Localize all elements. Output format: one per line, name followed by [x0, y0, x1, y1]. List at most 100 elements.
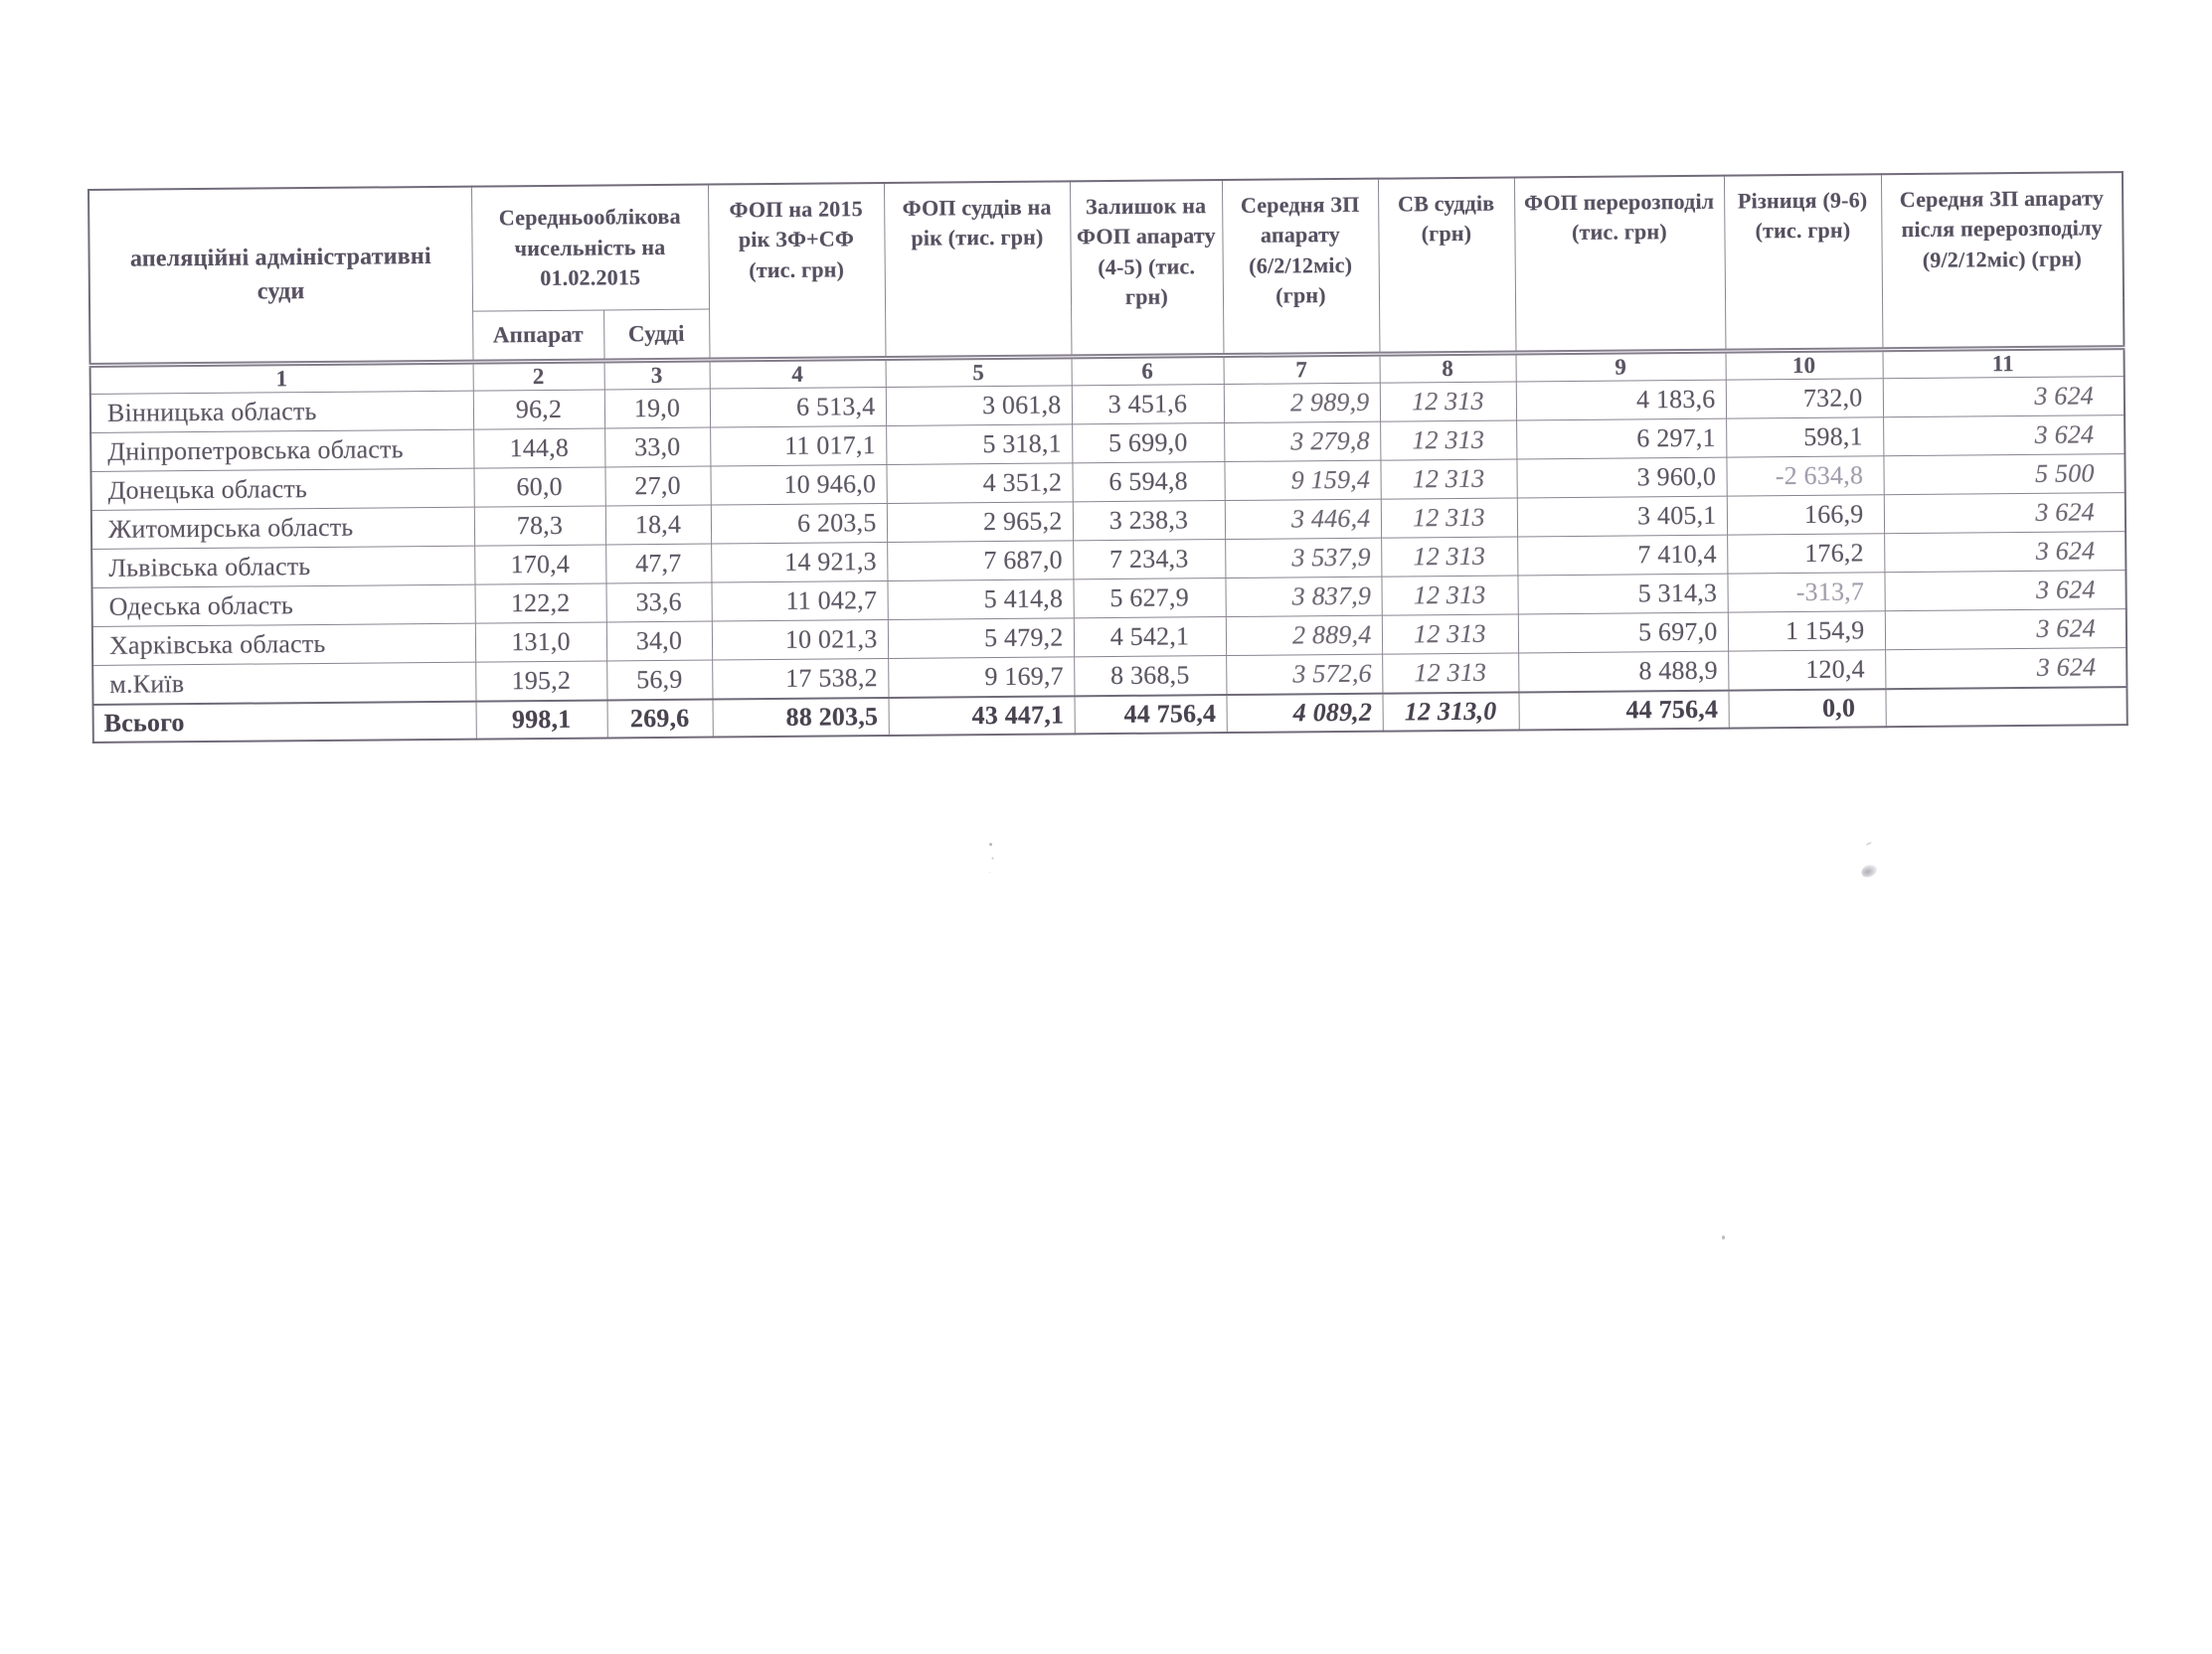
header-courts: апеляційні адміністративні суди [88, 186, 473, 366]
court-name-cell: м.Київ [92, 662, 476, 705]
total-value-cell: 12 313,0 [1382, 692, 1519, 732]
value-cell: 7 410,4 [1517, 535, 1728, 576]
value-cell: 5 699,0 [1072, 422, 1225, 463]
value-cell: 7 234,3 [1073, 539, 1226, 579]
court-name-cell: Донецька область [90, 468, 474, 511]
value-cell: 5 500 [1883, 453, 2126, 495]
value-cell: 195,2 [475, 660, 607, 702]
value-cell: 3 238,3 [1072, 500, 1226, 541]
header-fop-2015: ФОП на 2015 рік ЗФ+СФ (тис. грн) [707, 183, 886, 361]
column-number: 11 [1882, 347, 2125, 379]
value-cell: 9 159,4 [1224, 460, 1381, 501]
value-cell: 3 837,9 [1225, 577, 1382, 617]
value-cell: 12 313 [1381, 575, 1518, 616]
value-cell: 12 313 [1381, 613, 1519, 655]
value-cell: 9 169,7 [888, 656, 1075, 698]
total-value-cell: 43 447,1 [888, 696, 1075, 736]
header-fop-redistribution: ФОП перерозподіл (тис. грн) [1513, 175, 1726, 353]
column-number: 10 [1725, 349, 1883, 381]
value-cell: 8 488,9 [1518, 651, 1729, 693]
value-cell: 12 313 [1382, 652, 1519, 694]
value-cell: 78,3 [473, 505, 606, 547]
value-cell: 3 061,8 [885, 385, 1073, 426]
total-value-cell: 88 203,5 [712, 697, 889, 738]
value-cell: 3 624 [1885, 647, 2127, 690]
header-headcount-group: Середньооблікова чисельність на 01.02.20… [470, 184, 710, 312]
value-cell: 5 414,8 [887, 579, 1074, 620]
value-cell: 5 318,1 [886, 423, 1073, 465]
value-cell: 176,2 [1727, 533, 1885, 575]
scan-artifact [1722, 1236, 1725, 1240]
value-cell: 5 479,2 [887, 617, 1075, 659]
value-cell: 170,4 [474, 544, 606, 585]
total-value-cell: 0,0 [1728, 689, 1886, 729]
value-cell: 3 405,1 [1516, 496, 1728, 537]
value-cell: 6 203,5 [710, 503, 888, 545]
header-row-1: апеляційні адміністративні суди Середньо… [88, 172, 2125, 366]
total-value-cell: 44 756,4 [1074, 695, 1227, 735]
value-cell: 166,9 [1726, 494, 1885, 536]
value-cell: 10 021,3 [711, 619, 889, 661]
total-value-cell: 4 089,2 [1226, 693, 1383, 734]
court-name-cell: Харківська область [91, 623, 476, 666]
column-number: 7 [1223, 354, 1380, 385]
value-cell: 3 624 [1883, 414, 2126, 456]
value-cell: 27,0 [604, 466, 711, 506]
value-cell: 12 313 [1380, 419, 1517, 461]
value-cell: 732,0 [1725, 378, 1884, 419]
value-cell: 12 313 [1381, 536, 1518, 578]
value-cell: 3 624 [1882, 376, 2126, 417]
value-cell: 10 946,0 [710, 464, 887, 506]
value-cell: 3 451,6 [1071, 384, 1225, 424]
value-cell: 4 183,6 [1515, 380, 1727, 420]
value-cell: 6 513,4 [709, 387, 887, 428]
scanned-table-wrap: апеляційні адміністративні суди Середньо… [87, 171, 2128, 744]
value-cell: 3 537,9 [1225, 538, 1382, 579]
value-cell: 1 154,9 [1727, 610, 1886, 652]
value-cell: 5 627,9 [1073, 578, 1226, 618]
value-cell: 34,0 [605, 621, 713, 661]
value-cell: 56,9 [606, 660, 713, 701]
value-cell: 14 921,3 [711, 542, 888, 583]
column-number: 8 [1379, 352, 1516, 384]
value-cell: 4 351,2 [886, 462, 1073, 504]
value-cell: 5 314,3 [1517, 574, 1728, 614]
value-cell: -313,7 [1727, 572, 1885, 613]
total-value-cell: 44 756,4 [1518, 690, 1729, 731]
value-cell: 7 687,0 [887, 540, 1074, 581]
value-cell: -2 634,8 [1726, 455, 1884, 497]
value-cell: 4 542,1 [1073, 616, 1227, 657]
value-cell: 33,6 [605, 582, 712, 622]
value-cell: 2 889,4 [1225, 615, 1383, 656]
value-cell: 2 965,2 [886, 501, 1074, 543]
value-cell: 3 279,8 [1224, 421, 1381, 462]
value-cell: 598,1 [1726, 416, 1884, 458]
value-cell: 12 313 [1380, 458, 1517, 500]
header-difference: Різниця (9-6) (тис. грн) [1723, 174, 1883, 352]
value-cell: 19,0 [603, 389, 711, 428]
column-number: 1 [89, 362, 473, 395]
court-name-cell: Вінницька область [89, 391, 474, 433]
header-avg-salary-after: Середня ЗП апарату після перерозподілу (… [1880, 172, 2125, 350]
total-value-cell [1885, 687, 2127, 728]
value-cell: 3 624 [1884, 531, 2127, 573]
column-number: 2 [472, 360, 604, 392]
value-cell: 3 446,4 [1224, 499, 1382, 540]
column-number: 5 [885, 356, 1072, 388]
value-cell: 96,2 [472, 389, 605, 430]
value-cell: 122,2 [474, 582, 606, 624]
scan-artifact [1859, 862, 1879, 880]
header-sv-judges: СВ суддів (грн) [1377, 177, 1516, 355]
value-cell: 6 594,8 [1072, 461, 1225, 502]
column-number: 9 [1515, 351, 1726, 382]
column-number: 3 [603, 360, 710, 390]
value-cell: 11 017,1 [710, 425, 887, 467]
value-cell: 12 313 [1379, 381, 1517, 422]
value-cell: 120,4 [1728, 649, 1886, 691]
value-cell: 5 697,0 [1517, 612, 1729, 653]
value-cell: 12 313 [1380, 497, 1518, 539]
scan-artifact [989, 843, 992, 846]
value-cell: 144,8 [473, 427, 605, 469]
value-cell: 17 538,2 [712, 658, 889, 700]
header-apparatus: Аппарат [472, 309, 604, 363]
